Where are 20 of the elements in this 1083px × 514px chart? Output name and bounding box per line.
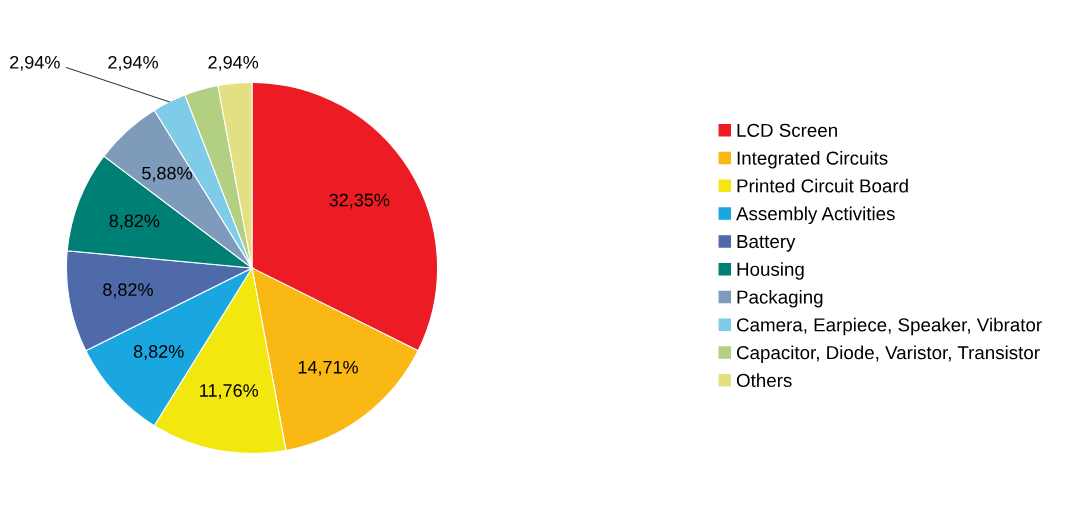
data-label: 2,94% [108,55,158,71]
data-label: 2,94% [208,55,259,71]
data-label: 8,82% [109,214,160,230]
legend-label: Housing [737,262,804,280]
legend-label: Packaging [737,289,823,308]
legend-label: LCD Screen [737,123,837,137]
legend-label: Assembly Activities [736,206,895,225]
legend-label: Battery [737,235,796,252]
legend-label: Integrated Circuits [737,150,888,169]
data-label: 5,88% [142,166,192,182]
legend-label: Capacitor, Diode, Varistor, Transistor [736,345,1040,364]
legend-label: Camera, Earpiece, Speaker, Vibrator [736,317,1042,336]
data-label: 2,94% [10,55,60,71]
data-label: 11,76% [200,384,259,400]
data-label: 8,82% [103,283,153,299]
legend-label: Printed Circuit Board [737,178,908,193]
data-label: 8,82% [133,345,184,360]
data-label: 32,35% [329,193,390,209]
data-label: 14,71% [298,360,358,376]
legend-label: Others [736,373,792,388]
